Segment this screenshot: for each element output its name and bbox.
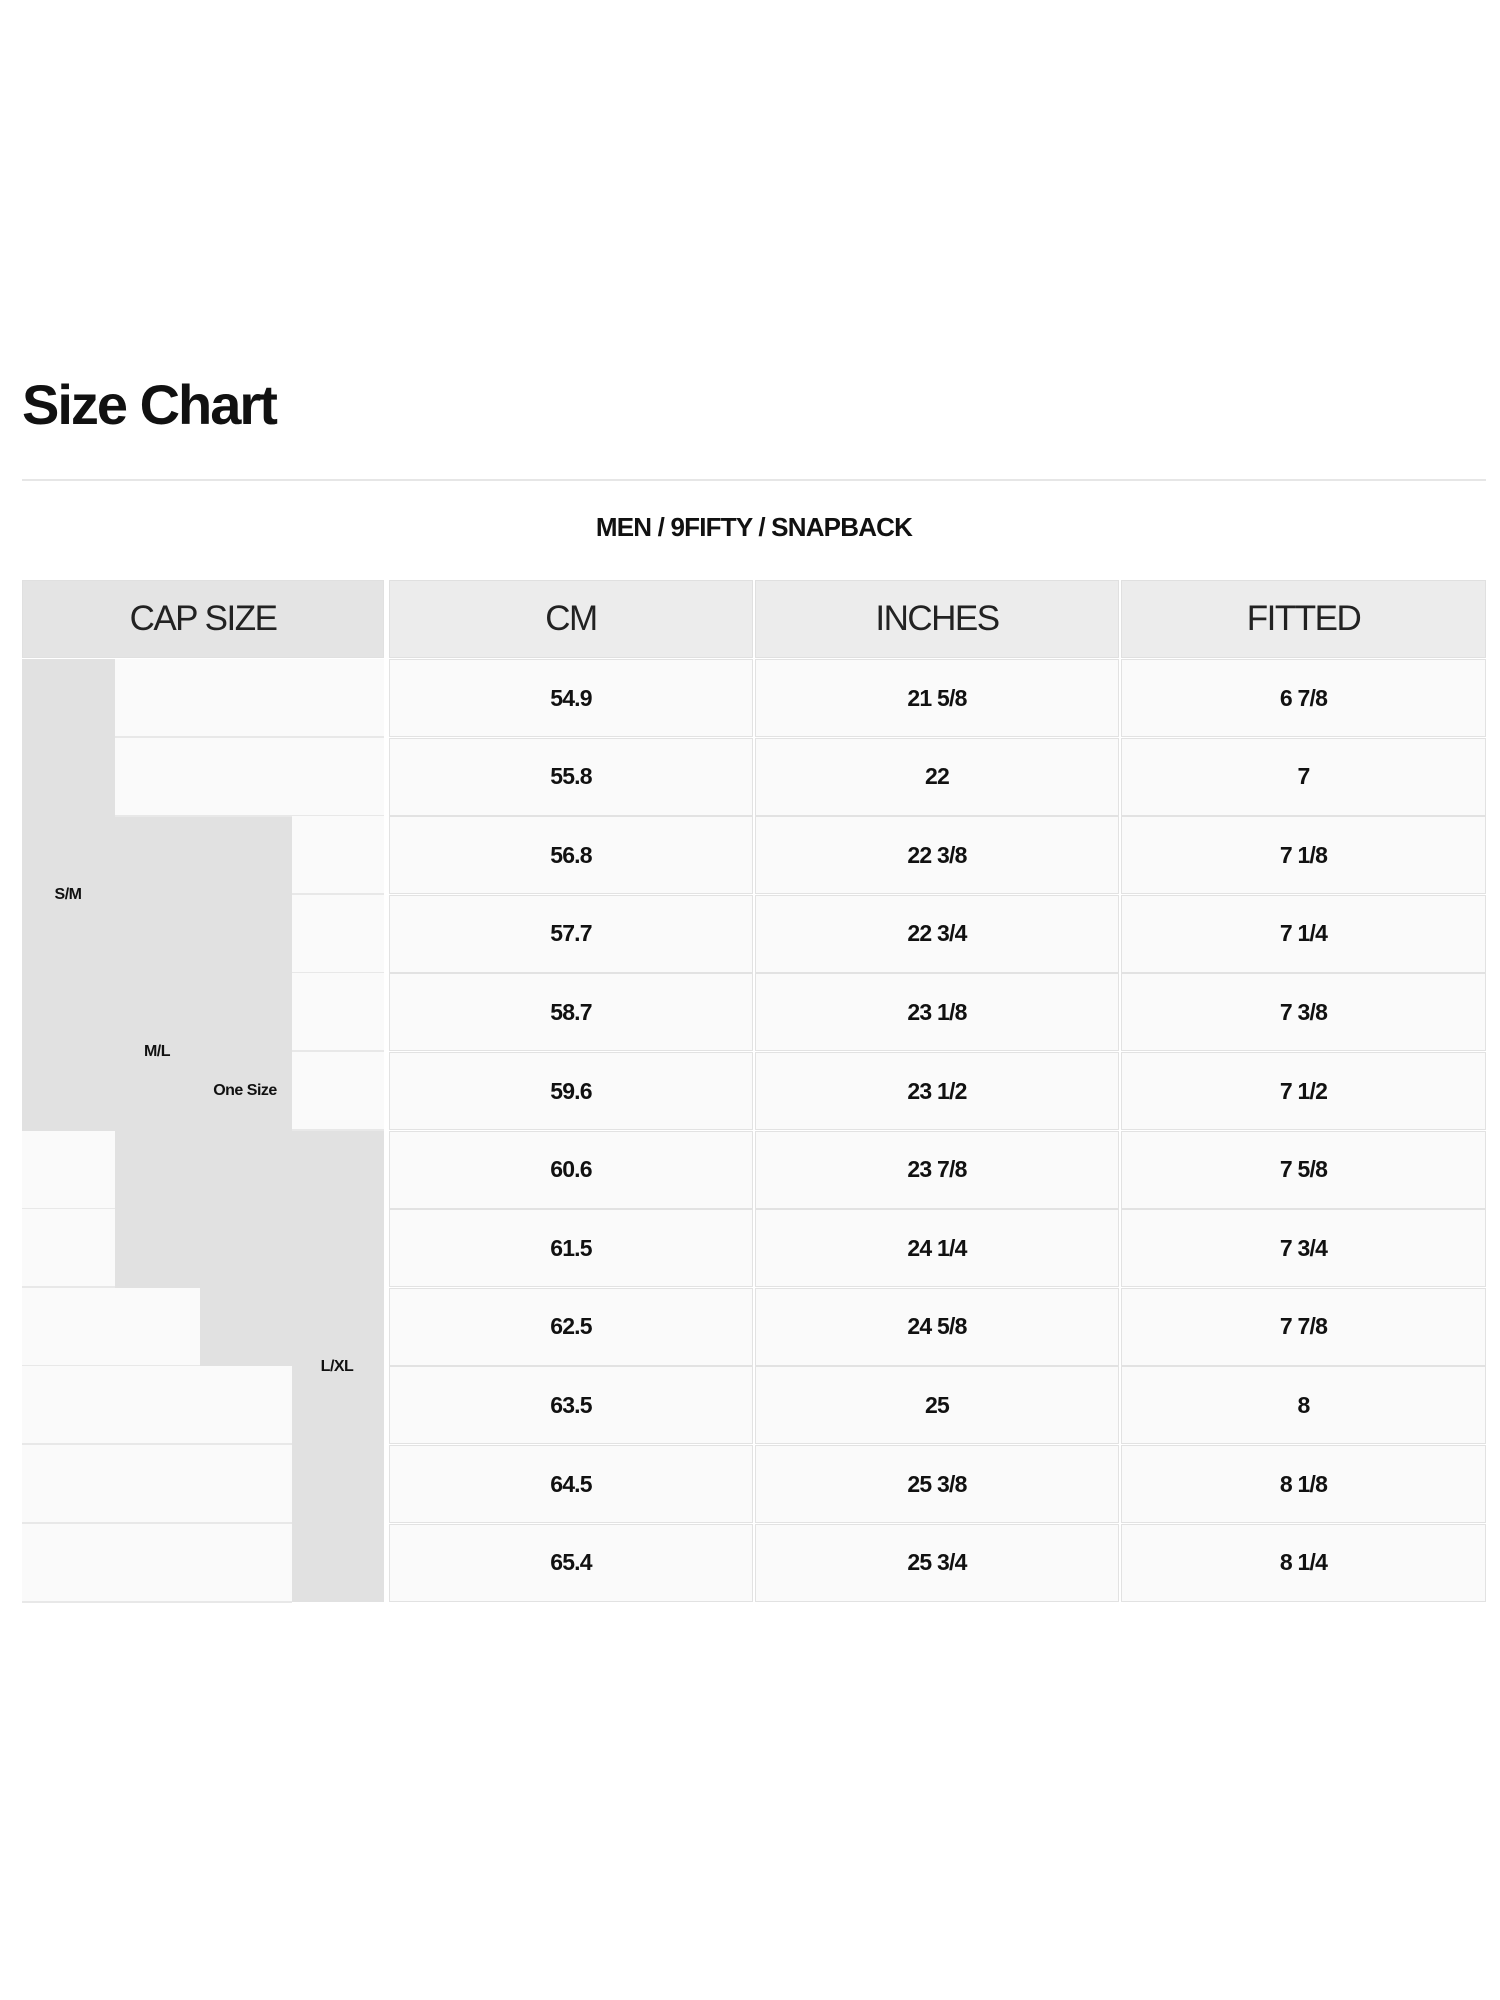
cap-size-blank-cell (115, 737, 384, 817)
cell-cm: 61.5 (389, 1209, 753, 1288)
header-cap-size: CAP SIZE (22, 580, 384, 658)
cap-group-one-size: One Size (213, 1082, 277, 1099)
cap-group-m-l: M/L (143, 1043, 171, 1060)
cell-fitted: 8 1/4 (1121, 1523, 1486, 1602)
cap-size-blank-cell (22, 1445, 292, 1524)
cell-inches: 22 3/8 (755, 816, 1119, 895)
header-cm: CM (389, 580, 753, 658)
cell-inches: 22 3/4 (755, 894, 1119, 973)
cap-size-blank-cell (115, 659, 384, 738)
header-fitted: FITTED (1121, 580, 1486, 658)
cap-size-blank-cell (292, 973, 384, 1053)
cell-fitted: 8 1/8 (1121, 1445, 1486, 1523)
cell-inches: 24 5/8 (755, 1287, 1119, 1366)
cell-cm: 55.8 (389, 737, 753, 816)
cell-fitted: 8 (1121, 1366, 1486, 1445)
cap-size-blank-cell (292, 816, 384, 896)
cell-cm: 60.6 (389, 1130, 753, 1209)
cell-cm: 54.9 (389, 659, 753, 737)
cell-cm: 56.8 (389, 816, 753, 895)
cell-inches: 23 7/8 (755, 1130, 1119, 1209)
cell-fitted: 6 7/8 (1121, 659, 1486, 737)
cell-fitted: 7 1/2 (1121, 1052, 1486, 1130)
header-inches: INCHES (755, 580, 1119, 658)
cell-fitted: 7 (1121, 737, 1486, 816)
divider (22, 479, 1486, 481)
cap-group-s-m: S/M (54, 886, 82, 903)
cap-size-blank-cell (22, 1523, 292, 1603)
cell-fitted: 7 1/4 (1121, 894, 1486, 973)
cell-inches: 25 3/4 (755, 1523, 1119, 1602)
cell-cm: 62.5 (389, 1287, 753, 1366)
cell-inches: 23 1/8 (755, 973, 1119, 1052)
cap-size-blank-cell (292, 1052, 384, 1131)
page-title: Size Chart (22, 373, 278, 436)
cell-inches: 25 3/8 (755, 1445, 1119, 1523)
cell-inches: 21 5/8 (755, 659, 1119, 737)
cell-cm: 64.5 (389, 1445, 753, 1523)
cap-size-blank-cell (22, 1287, 200, 1367)
size-chart-table: CAP SIZE CM INCHES FITTED 54.9 21 5/8 6 7/… (22, 580, 1486, 1603)
cap-size-blank-cell (22, 1366, 292, 1446)
cap-group-l-xl: L/XL (320, 1358, 354, 1375)
cell-fitted: 7 3/8 (1121, 973, 1486, 1052)
cell-inches: 24 1/4 (755, 1209, 1119, 1288)
cell-cm: 57.7 (389, 894, 753, 973)
cap-size-blank-cell (292, 894, 384, 974)
chart-subtitle: MEN / 9FIFTY / SNAPBACK (595, 512, 913, 542)
cell-fitted: 7 1/8 (1121, 816, 1486, 895)
cell-fitted: 7 5/8 (1121, 1130, 1486, 1209)
cap-size-blank-cell (22, 1130, 115, 1210)
cell-inches: 23 1/2 (755, 1052, 1119, 1130)
cell-cm: 65.4 (389, 1523, 753, 1602)
cell-fitted: 7 7/8 (1121, 1287, 1486, 1366)
cap-size-blank-cell (22, 1209, 115, 1289)
cell-cm: 59.6 (389, 1052, 753, 1130)
cell-inches: 25 (755, 1366, 1119, 1445)
cell-inches: 22 (755, 737, 1119, 816)
cell-cm: 63.5 (389, 1366, 753, 1445)
cell-cm: 58.7 (389, 973, 753, 1052)
cell-fitted: 7 3/4 (1121, 1209, 1486, 1288)
